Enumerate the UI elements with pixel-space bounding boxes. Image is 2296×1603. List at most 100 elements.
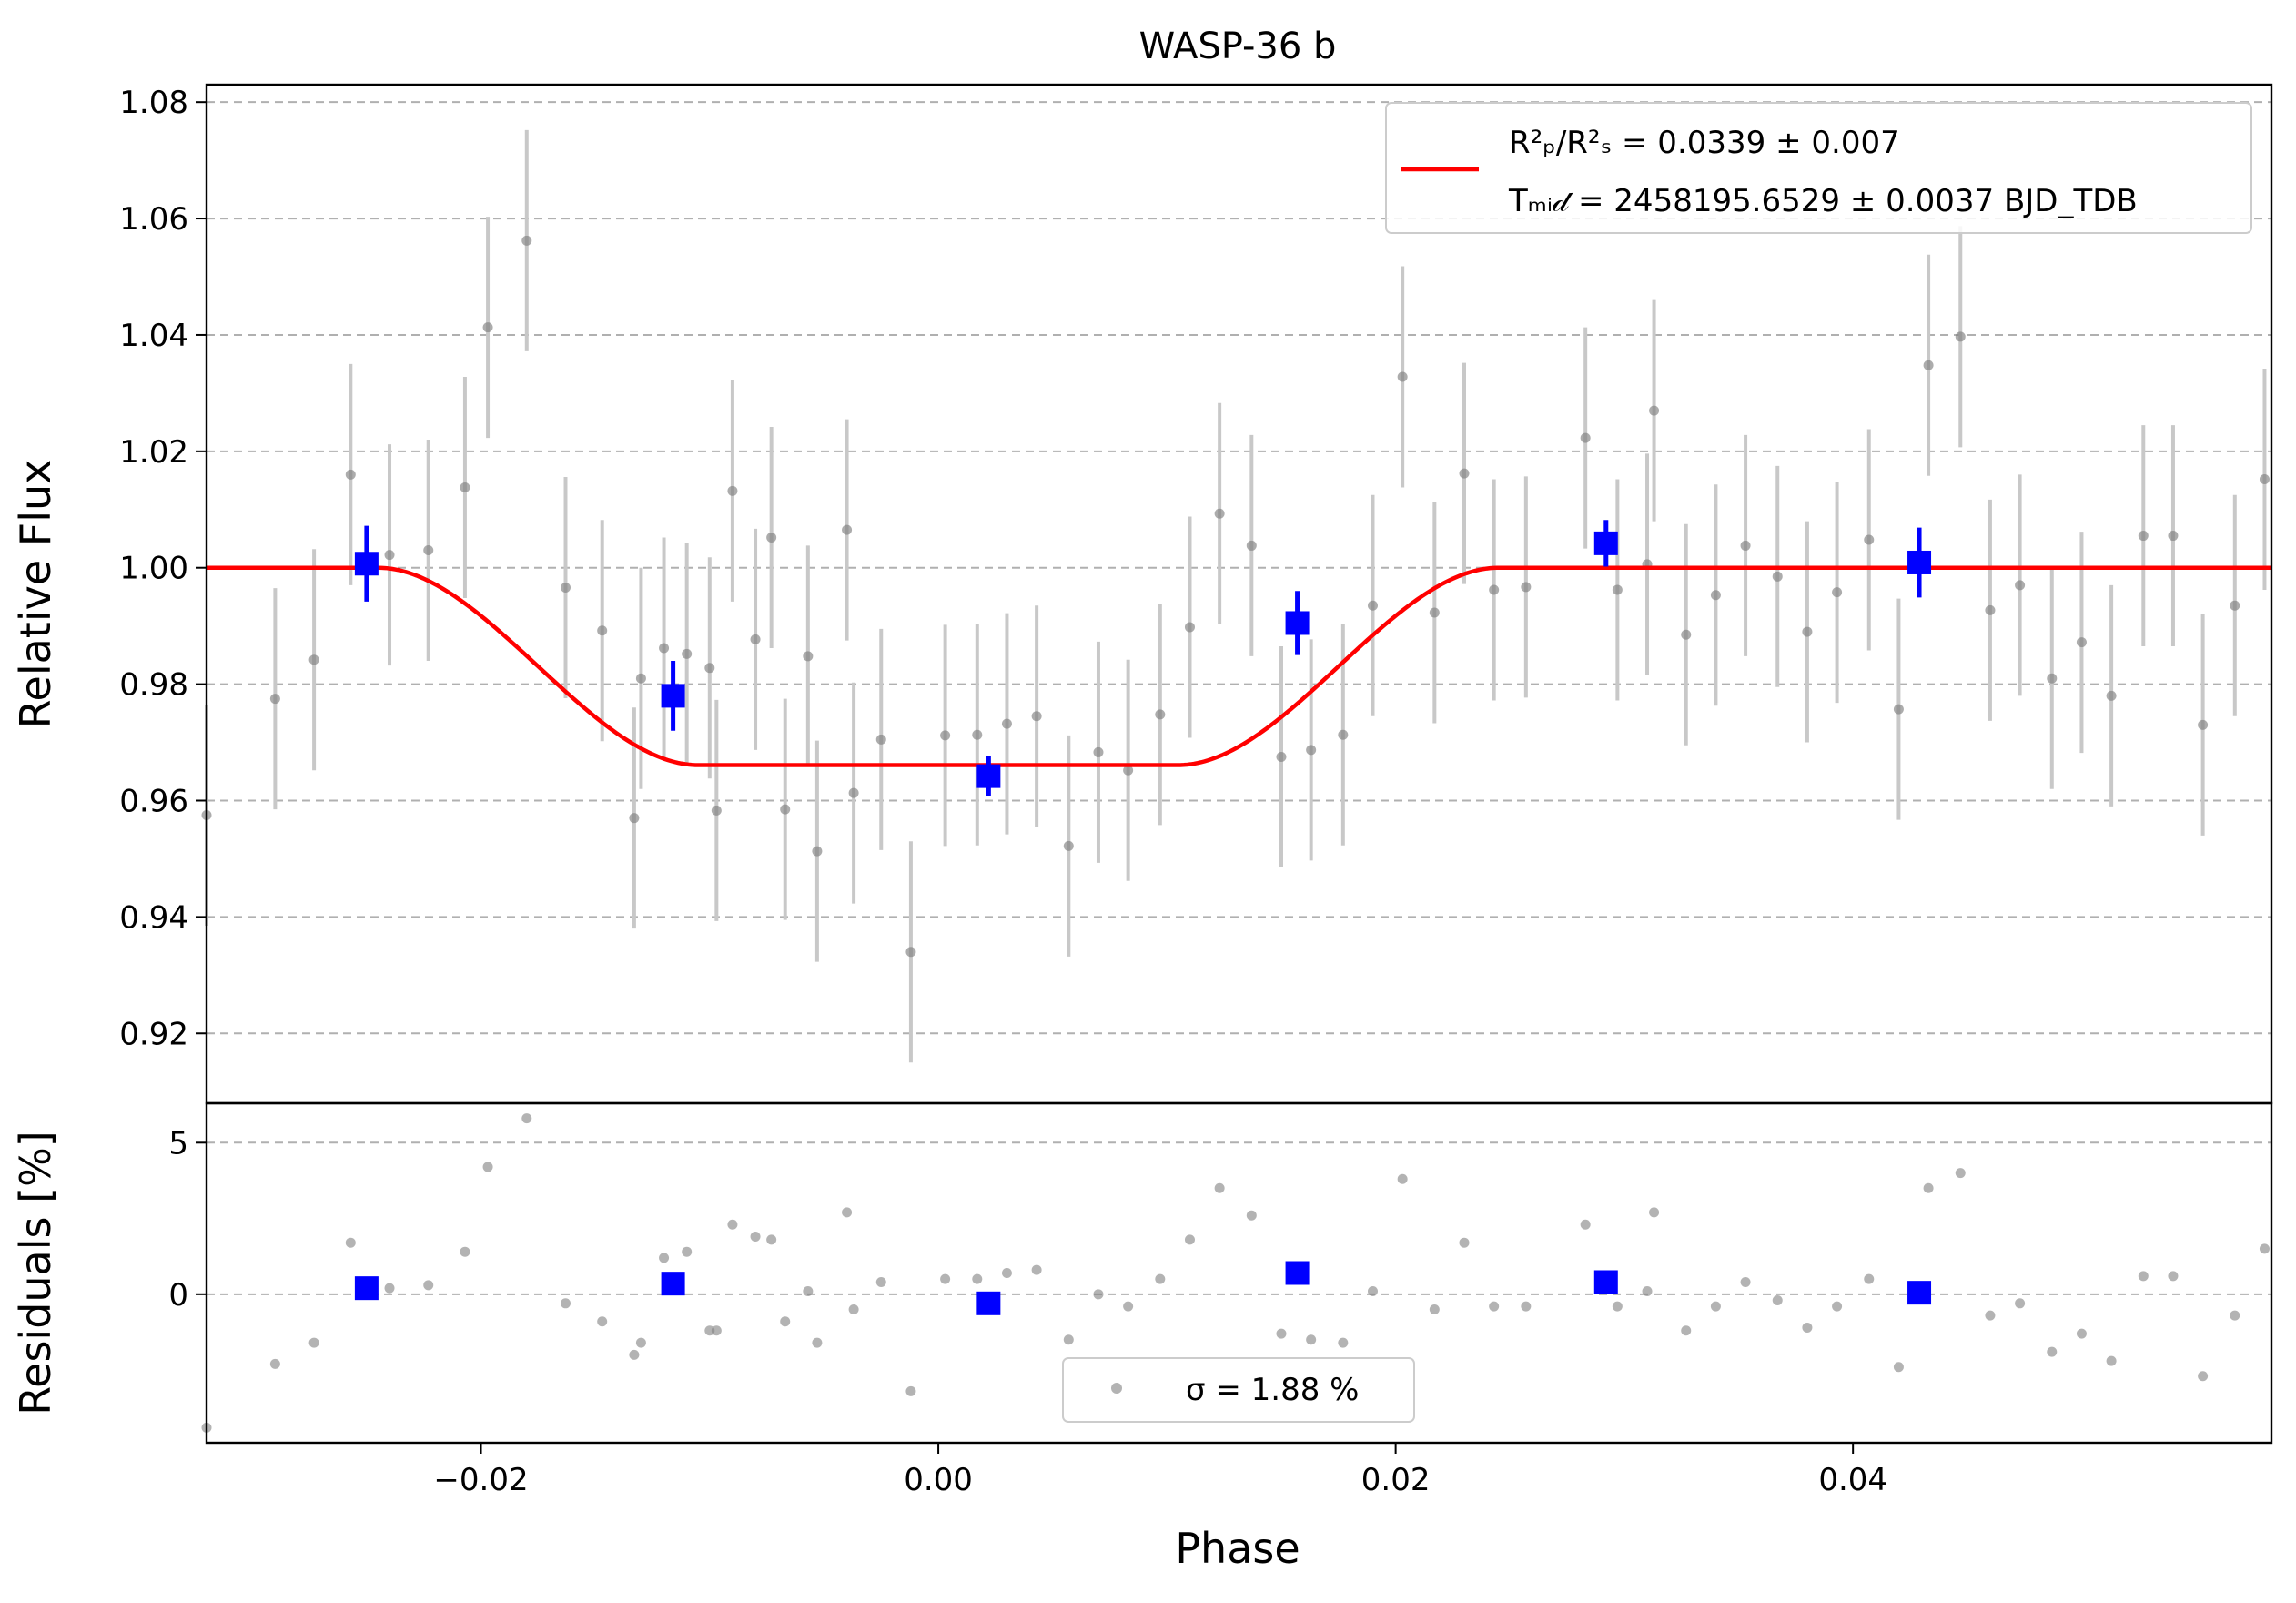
residual-point [1001, 1268, 1012, 1278]
residual-point [1521, 1301, 1532, 1312]
residual-point [384, 1283, 395, 1294]
data-point [1063, 840, 1074, 851]
data-point [635, 673, 646, 684]
residual-point [1338, 1337, 1349, 1348]
residual-point [750, 1232, 761, 1243]
residual-point [1740, 1276, 1751, 1287]
data-point [1184, 622, 1195, 633]
data-point [972, 729, 983, 740]
data-point [766, 532, 777, 543]
data-point [1031, 711, 1042, 722]
top-panel-data-points [201, 235, 2270, 958]
binned-point [1593, 531, 1618, 555]
x-axis-label: Phase [1175, 1524, 1300, 1573]
data-point [460, 482, 470, 492]
data-point [1155, 709, 1166, 720]
residual-point [1642, 1285, 1653, 1296]
data-point [1710, 590, 1721, 601]
residual-point [1214, 1182, 1225, 1193]
residual-point [2198, 1371, 2209, 1382]
binned-point [354, 552, 379, 576]
bottom-legend-box [1062, 1357, 1415, 1423]
data-point [629, 813, 640, 824]
bottom-panel-legend: σ = 1.88 % [1062, 1357, 1415, 1423]
binned-point [976, 764, 1001, 788]
x-tick-label: 0.00 [904, 1462, 973, 1498]
data-point [560, 582, 571, 593]
residual-point [308, 1337, 319, 1348]
residual-point [1864, 1273, 1875, 1284]
data-point [1246, 540, 1257, 551]
data-point [812, 846, 823, 857]
data-point [1772, 571, 1783, 582]
residual-point [1985, 1310, 1996, 1321]
data-point [345, 469, 356, 480]
bottom-panel-y-ticks: 05 [168, 1125, 207, 1314]
top-y-tick-label: 0.94 [119, 899, 188, 936]
x-tick-label: 0.04 [1818, 1462, 1887, 1498]
data-point [1093, 746, 1104, 757]
binned-point [1907, 550, 1932, 574]
residual-point [460, 1246, 470, 1257]
residual-point [597, 1316, 608, 1327]
top-y-tick-label: 0.92 [119, 1016, 188, 1052]
data-point [2168, 531, 2179, 542]
residual-point [1772, 1294, 1783, 1305]
data-point [2106, 690, 2117, 701]
bottom-panel-y-axis-label: Residuals [%] [11, 1131, 60, 1415]
data-point [423, 545, 434, 556]
residual-point [2259, 1243, 2270, 1254]
legend-residual-marker [1111, 1383, 1122, 1394]
top-y-tick-label: 1.04 [119, 318, 188, 354]
top-y-tick-label: 0.96 [119, 783, 188, 819]
residual-point [1093, 1289, 1104, 1300]
data-point [1580, 432, 1591, 443]
top-panel-legend: R²ₚ/R²ₛ = 0.0339 ± 0.007 Tₘᵢ𝒹 = 2458195.… [1385, 102, 2252, 234]
residual-point [1031, 1264, 1042, 1275]
data-point [2259, 474, 2270, 485]
residual-point [2168, 1271, 2179, 1282]
residual-point [345, 1237, 356, 1248]
binned-residual-point [1285, 1261, 1310, 1285]
data-point [1864, 534, 1875, 545]
residual-point [1832, 1301, 1843, 1312]
data-point [659, 643, 670, 654]
residual-point [1246, 1210, 1257, 1221]
residual-point [812, 1337, 823, 1348]
data-point [1955, 331, 1966, 342]
residual-point [423, 1280, 434, 1291]
residual-point [1184, 1234, 1195, 1245]
data-point [1521, 582, 1532, 593]
data-point [1681, 629, 1692, 640]
top-y-tick-label: 0.98 [119, 667, 188, 704]
data-point [1276, 752, 1287, 763]
data-point [1832, 587, 1843, 598]
residual-point [1802, 1322, 1813, 1333]
data-point [2230, 600, 2240, 611]
data-point [940, 730, 951, 741]
residual-point [780, 1316, 791, 1327]
residual-point [1612, 1301, 1623, 1312]
legend-tmid-label: Tₘᵢ𝒹 = 2458195.6529 ± 0.0037 BJD_TDB [1508, 183, 2138, 219]
residual-point [482, 1162, 493, 1172]
binned-point [1285, 611, 1310, 635]
data-point [308, 654, 319, 665]
binned-residual-point [661, 1272, 685, 1296]
data-point [269, 694, 280, 705]
bottom-panel-frame [205, 1101, 2273, 1445]
top-panel-y-axis-label: Relative Flux [11, 460, 60, 729]
residual-point [1459, 1237, 1470, 1248]
top-y-tick-label: 1.00 [119, 551, 188, 587]
residual-point [2076, 1328, 2087, 1339]
residual-point [1429, 1304, 1440, 1314]
residual-point [972, 1273, 983, 1284]
data-point [1338, 729, 1349, 740]
data-point [842, 524, 853, 535]
residual-point [1955, 1168, 1966, 1179]
residual-point [2047, 1346, 2058, 1357]
residual-point [2230, 1310, 2240, 1321]
data-point [1802, 626, 1813, 637]
bottom-y-tick-label: 0 [168, 1277, 188, 1314]
residual-point [1923, 1182, 1934, 1193]
